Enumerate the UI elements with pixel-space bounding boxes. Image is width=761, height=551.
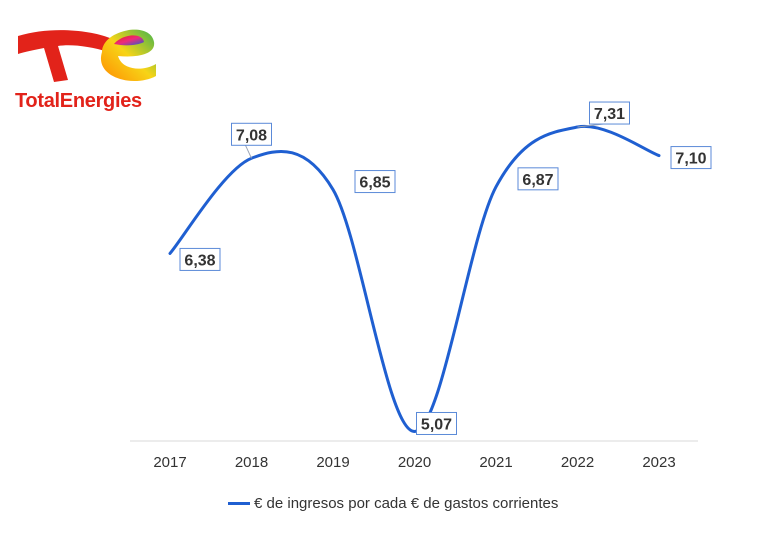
- x-tick-label-2022: 2022: [561, 454, 594, 471]
- x-tick-label-2017: 2017: [153, 454, 186, 471]
- data-label-text: 7,08: [236, 127, 267, 144]
- x-axis-tick-labels: 2017 2018 2019 2020 2021 2022 2023: [153, 454, 675, 471]
- data-label-leader: [245, 145, 252, 159]
- data-label-2019: 6,85: [354, 170, 396, 194]
- x-tick-label-2019: 2019: [316, 454, 349, 471]
- data-label-2023: 7,10: [670, 146, 712, 170]
- data-labels: 6,38 7,08 6,85 5,07 6,87 7,31 7,10: [179, 101, 712, 435]
- data-label-box: [589, 101, 630, 125]
- data-label-text: 7,10: [675, 151, 706, 168]
- x-tick-label-2020: 2020: [398, 454, 431, 471]
- data-label-box: [517, 167, 559, 191]
- data-label-box: [179, 247, 221, 271]
- data-label-2020: 5,07: [416, 411, 457, 435]
- legend-label: € de ingresos por cada € de gastos corri…: [254, 495, 559, 512]
- data-label-box: [354, 170, 396, 194]
- data-label-text: 6,38: [184, 252, 215, 269]
- data-label-text: 6,85: [359, 175, 390, 192]
- x-tick-label-2021: 2021: [479, 454, 512, 471]
- data-label-text: 5,07: [421, 416, 452, 433]
- series-line: [168, 124, 661, 433]
- data-label-2017: 6,38: [179, 247, 221, 271]
- legend-swatch: [228, 502, 250, 505]
- x-tick-label-2018: 2018: [235, 454, 268, 471]
- data-label-box: [231, 122, 272, 146]
- data-label-2018: 7,08: [231, 122, 272, 159]
- legend: € de ingresos por cada € de gastos corri…: [228, 495, 558, 512]
- x-tick-label-2023: 2023: [642, 454, 675, 471]
- data-label-text: 6,87: [522, 172, 553, 189]
- data-label-box: [670, 146, 712, 170]
- data-label-2021: 6,87: [517, 167, 559, 191]
- brand-name: TotalEnergies: [15, 90, 142, 112]
- totalenergies-logo: [18, 29, 156, 83]
- data-label-2022: 7,31: [577, 101, 630, 128]
- data-label-text: 7,31: [594, 106, 625, 123]
- data-label-box: [416, 411, 457, 435]
